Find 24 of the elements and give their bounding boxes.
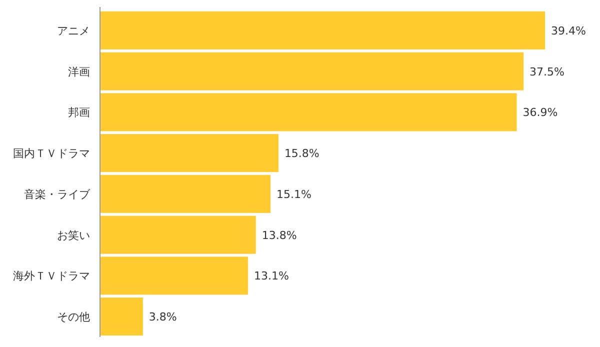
data-label: 37.5% [530, 65, 564, 78]
y-tick-label: 音楽・ライブ [24, 188, 91, 201]
data-label: 15.1% [276, 188, 312, 201]
y-tick-label: 海外ＴＶドラマ [13, 270, 90, 283]
y-tick-label: 邦画 [68, 106, 90, 120]
y-tick-label: お笑い [57, 228, 90, 242]
bar [100, 134, 278, 172]
data-label: 39.4% [551, 24, 586, 38]
bar [100, 298, 143, 336]
data-label: 13.1% [254, 270, 289, 283]
y-tick-label: 国内ＴＶドラマ [13, 147, 90, 160]
data-label: 3.8% [148, 310, 177, 324]
y-tick-label: アニメ [57, 24, 90, 38]
data-label: 15.8% [284, 147, 320, 160]
bar [100, 93, 517, 132]
bar [100, 11, 545, 50]
y-tick-label: その他 [57, 310, 90, 324]
data-label: 13.8% [262, 228, 297, 242]
data-label: 36.9% [522, 106, 558, 120]
bar [100, 256, 248, 295]
bar [100, 52, 524, 90]
y-tick-label: 洋画 [68, 65, 90, 78]
bar [100, 174, 271, 213]
bar [100, 216, 256, 254]
